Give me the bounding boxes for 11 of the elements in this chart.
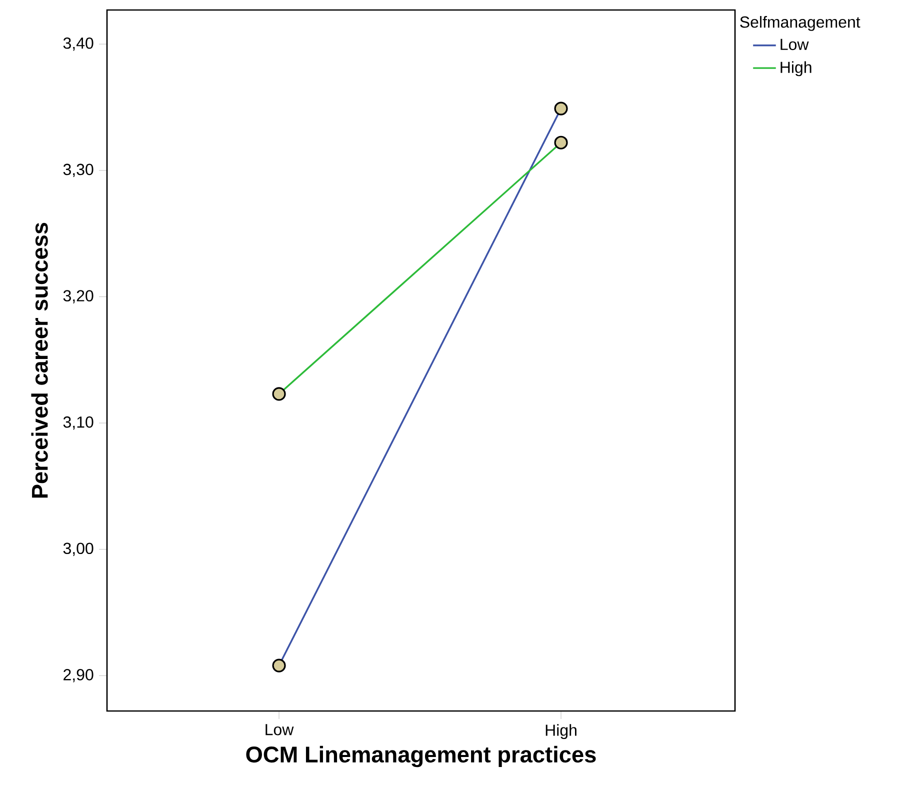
- y-tick-label: 3,10: [63, 416, 94, 430]
- legend-label: High: [780, 61, 812, 76]
- y-tick-label: 3,20: [63, 290, 94, 304]
- y-tick-label: 2,90: [64, 669, 94, 682]
- y-tick-label: 3,00: [63, 542, 94, 556]
- y-tick-label: 3,40: [63, 37, 94, 51]
- x-axis-title: OCM Linemanagement practices: [246, 746, 596, 768]
- legend-label: Low: [780, 38, 809, 50]
- legend-title: Selfmanagement: [740, 16, 860, 31]
- y-tick-label: 3,30: [63, 164, 94, 178]
- y-axis-title: Perceived career success: [31, 222, 48, 498]
